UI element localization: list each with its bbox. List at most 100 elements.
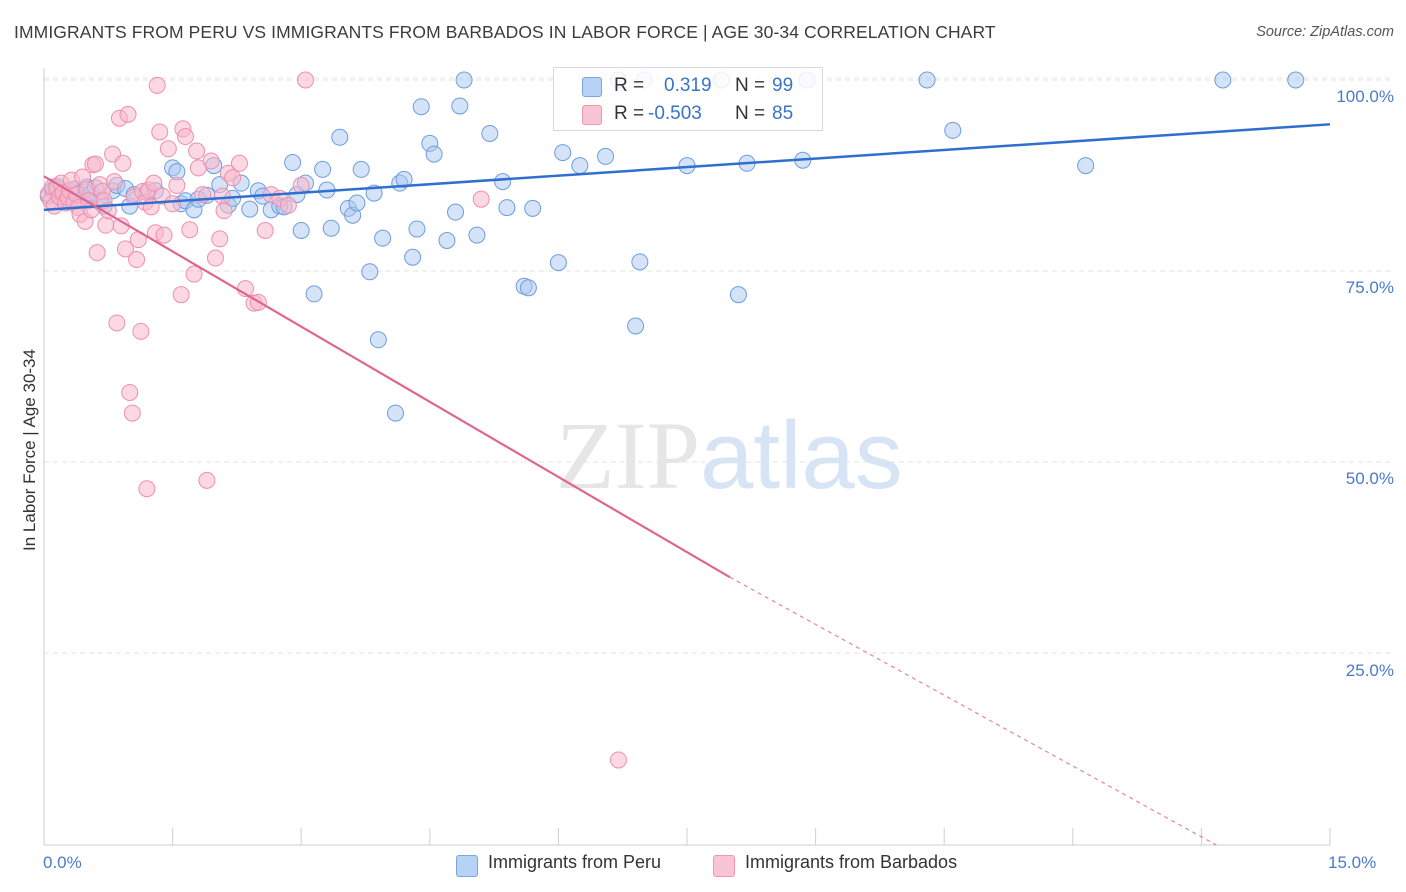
- barbados-point: [472, 190, 490, 208]
- legend-row-barbados: R = -0.503 N = 85: [554, 101, 822, 129]
- barbados-point: [159, 140, 177, 158]
- peru-point: [322, 219, 340, 237]
- peru-point: [468, 226, 486, 244]
- peru-point: [918, 71, 936, 89]
- peru-point: [447, 203, 465, 221]
- barbados-trend-extension: [729, 576, 1217, 846]
- peru-point: [1214, 71, 1232, 89]
- peru-point: [631, 253, 649, 271]
- barbados-point: [114, 154, 132, 172]
- barbados-point: [97, 216, 115, 234]
- y-tick-label-75: 75.0%: [1345, 278, 1394, 297]
- barbados-point: [206, 249, 224, 267]
- barbados-point: [119, 105, 137, 123]
- y-tick-label-50: 50.0%: [1345, 469, 1394, 488]
- bottom-legend-label-barbados: Immigrants from Barbados: [745, 852, 958, 872]
- peru-point: [425, 145, 443, 163]
- peru-point: [554, 144, 572, 162]
- legend-peru-n: 99: [772, 75, 794, 96]
- watermark-atlas: atlas: [700, 402, 903, 509]
- barbados-point: [151, 123, 169, 141]
- y-axis-label: In Labor Force | Age 30-34: [20, 349, 39, 551]
- barbados-point: [185, 265, 203, 283]
- peru-point: [331, 128, 349, 146]
- peru-point: [455, 71, 473, 89]
- barbados-point: [202, 152, 220, 170]
- barbados-point: [176, 128, 194, 146]
- peru-point: [404, 248, 422, 266]
- trend-lines: [43, 123, 1331, 846]
- barbados-point: [121, 383, 139, 401]
- y-tick-label-100: 100.0%: [1336, 87, 1394, 106]
- peru-point: [374, 229, 392, 247]
- barbados-point: [148, 76, 166, 94]
- barbados-point: [168, 176, 186, 194]
- barbados-point: [215, 202, 233, 220]
- peru-point: [395, 170, 413, 188]
- barbados-point: [164, 195, 182, 213]
- peru-point: [451, 97, 469, 115]
- bottom-legend-label-peru: Immigrants from Peru: [488, 852, 662, 872]
- y-tick-label-25: 25.0%: [1345, 661, 1394, 680]
- barbados-point: [123, 404, 141, 422]
- legend-swatch-peru: [582, 77, 602, 97]
- peru-point: [481, 124, 499, 142]
- barbados-point: [188, 142, 206, 160]
- barbados-point: [86, 155, 104, 173]
- barbados-point: [279, 196, 297, 214]
- bottom-legend-swatch-barbados: [713, 855, 735, 877]
- legend-barbados-r: -0.503: [648, 103, 702, 124]
- peru-trend-line: [43, 123, 1331, 212]
- barbados-point: [256, 222, 274, 240]
- peru-point: [348, 194, 366, 212]
- peru-point: [494, 173, 512, 191]
- barbados-point: [132, 322, 150, 340]
- barbados-point: [145, 174, 163, 192]
- bottom-legend-swatch-peru: [456, 855, 478, 877]
- peru-point: [1287, 71, 1305, 89]
- peru-point: [627, 317, 645, 335]
- watermark: ZIPatlas: [556, 400, 903, 511]
- legend-row-peru: R = 0.319 N = 99: [554, 73, 822, 101]
- barbados-point: [230, 154, 248, 172]
- peru-point: [519, 279, 537, 297]
- peru-point: [729, 286, 747, 304]
- barbados-point: [88, 244, 106, 262]
- legend-peru-r: 0.319: [664, 75, 712, 96]
- barbados-point: [296, 71, 314, 89]
- barbados-trend-line: [43, 175, 731, 579]
- peru-point: [412, 98, 430, 116]
- peru-point: [1077, 157, 1095, 175]
- peru-point: [284, 154, 302, 172]
- peru-point: [408, 220, 426, 238]
- x-tick-label-max: 15.0%: [1328, 853, 1377, 872]
- legend-n-label: N =: [735, 75, 766, 96]
- barbados-point: [198, 471, 216, 489]
- peru-point: [241, 200, 259, 218]
- peru-point: [498, 199, 516, 217]
- legend-r-label: R =: [614, 103, 645, 124]
- x-tick-label-min: 0.0%: [43, 853, 82, 872]
- source-label: Source: ZipAtlas.com: [1256, 24, 1394, 40]
- legend: R = 0.319 N = 99 R = -0.503 N = 85: [553, 67, 823, 131]
- legend-n-label: N =: [735, 103, 766, 124]
- barbados-point: [105, 173, 123, 191]
- peru-point: [944, 121, 962, 139]
- peru-point: [369, 331, 387, 349]
- watermark-zip: ZIP: [556, 402, 700, 509]
- barbados-point: [181, 221, 199, 239]
- barbados-point: [211, 230, 229, 248]
- peru-point: [438, 231, 456, 249]
- peru-point: [387, 404, 405, 422]
- barbados-point: [213, 187, 231, 205]
- legend-swatch-barbados: [582, 105, 602, 125]
- peru-point: [571, 157, 589, 175]
- peru-point: [597, 147, 615, 165]
- peru-point: [549, 254, 567, 272]
- legend-barbados-n: 85: [772, 103, 794, 124]
- peru-point: [292, 222, 310, 240]
- barbados-point: [172, 286, 190, 304]
- barbados-point: [292, 176, 310, 194]
- peru-point: [524, 199, 542, 217]
